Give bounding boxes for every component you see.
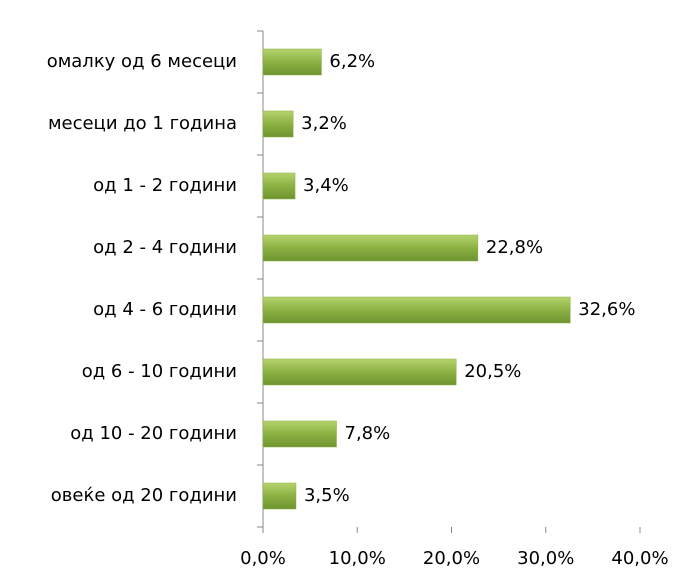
data-label: 32,6% [578,299,635,320]
y-tick-label: од 1 - 2 години [93,175,237,196]
x-tick-label: 20,0% [423,548,480,569]
y-tick-label: месеци до 1 година [48,113,237,134]
bar [262,48,322,76]
bar [262,172,296,200]
data-label: 3,2% [301,113,347,134]
data-label: 3,4% [303,175,349,196]
bar [262,482,297,510]
bar [262,110,294,138]
y-tick-label: овеќе од 20 години [51,485,237,506]
data-label: 20,5% [464,361,521,382]
data-label: 7,8% [345,423,391,444]
data-label: 6,2% [329,51,375,72]
data-label: 3,5% [304,485,350,506]
x-tick-label: 30,0% [517,548,574,569]
y-tick-label: од 6 - 10 години [82,361,237,382]
y-tick-label: од 10 - 20 години [70,423,237,444]
x-tick-label: 40,0% [611,548,668,569]
y-tick-label: од 2 - 4 години [93,237,237,258]
data-label: 22,8% [486,237,543,258]
bar [262,296,571,324]
bar [262,234,479,262]
y-tick-label: омалку од 6 месеци [47,51,237,72]
x-tick-label: 10,0% [329,548,386,569]
bar [262,358,457,386]
y-tick-label: од 4 - 6 години [93,299,237,320]
x-tick-label: 0,0% [240,548,286,569]
bar [262,420,337,448]
